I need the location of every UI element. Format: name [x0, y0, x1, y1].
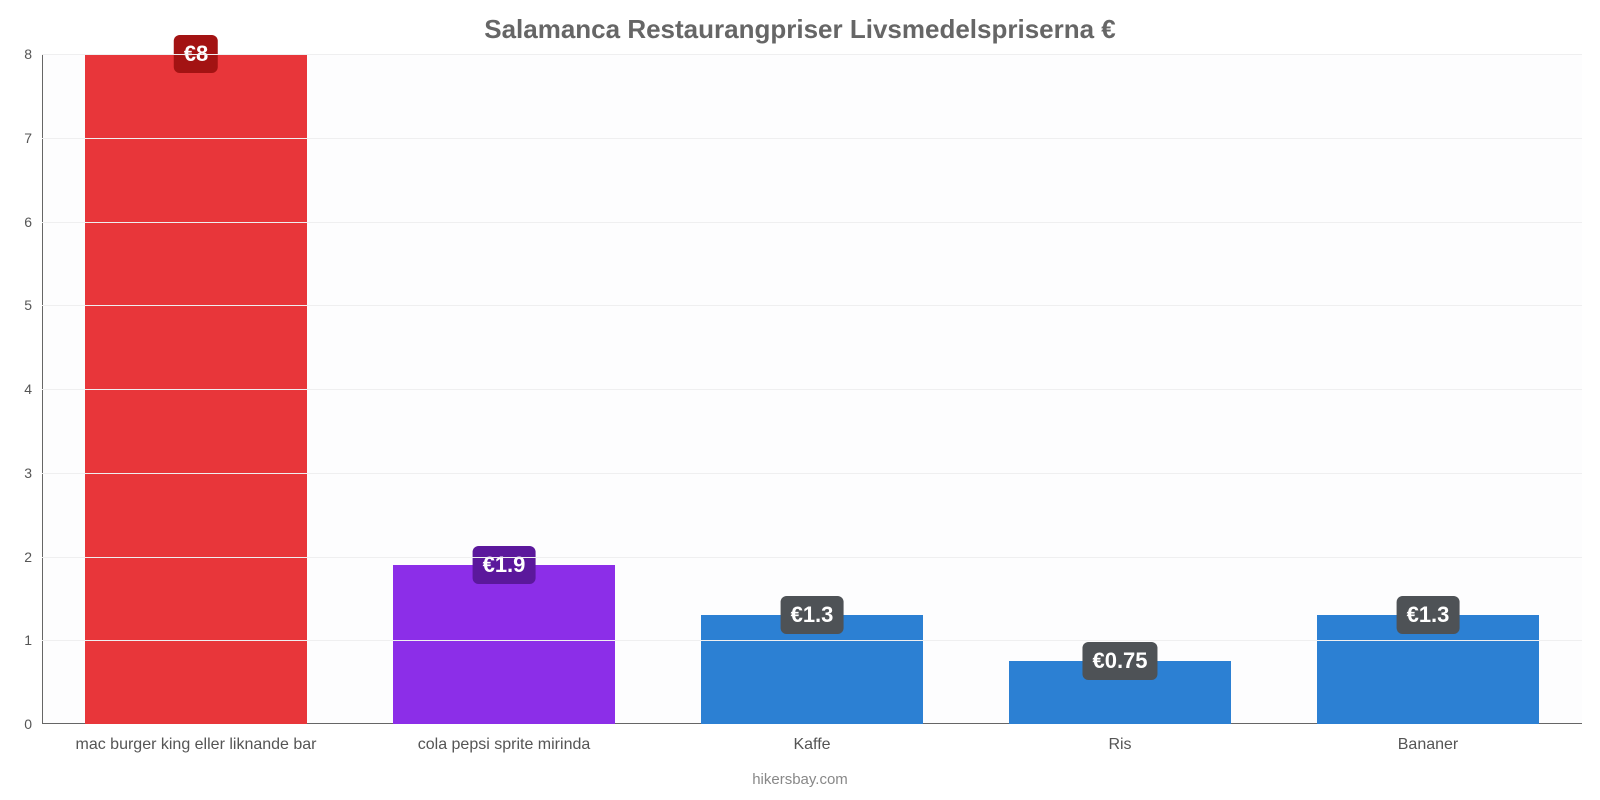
- x-axis-label: mac burger king eller liknande bar: [75, 724, 316, 754]
- y-tick-label: 8: [24, 46, 42, 62]
- grid-line: [42, 54, 1582, 55]
- grid-line: [42, 389, 1582, 390]
- y-tick-label: 2: [24, 549, 42, 565]
- chart-title: Salamanca Restaurangpriser Livsmedelspri…: [0, 0, 1600, 45]
- grid-line: [42, 557, 1582, 558]
- y-tick-label: 7: [24, 130, 42, 146]
- value-badge: €0.75: [1082, 642, 1157, 680]
- x-axis-label: Kaffe: [793, 724, 830, 754]
- grid-line: [42, 138, 1582, 139]
- y-tick-label: 0: [24, 716, 42, 732]
- chart-credit: hikersbay.com: [752, 771, 848, 788]
- x-axis-label: cola pepsi sprite mirinda: [418, 724, 591, 754]
- value-badge: €1.9: [473, 546, 536, 584]
- y-tick-label: 1: [24, 632, 42, 648]
- chart-container: Salamanca Restaurangpriser Livsmedelspri…: [0, 0, 1600, 800]
- grid-line: [42, 473, 1582, 474]
- y-tick-label: 4: [24, 381, 42, 397]
- y-tick-label: 3: [24, 465, 42, 481]
- value-badge: €1.3: [781, 596, 844, 634]
- value-badge: €1.3: [1397, 596, 1460, 634]
- plot-area: €8mac burger king eller liknande bar€1.9…: [42, 54, 1582, 724]
- grid-line: [42, 305, 1582, 306]
- grid-line: [42, 222, 1582, 223]
- x-axis-label: Ris: [1108, 724, 1131, 754]
- x-axis-label: Bananer: [1398, 724, 1459, 754]
- y-tick-label: 6: [24, 214, 42, 230]
- y-tick-label: 5: [24, 297, 42, 313]
- grid-line: [42, 640, 1582, 641]
- bar: [393, 565, 615, 724]
